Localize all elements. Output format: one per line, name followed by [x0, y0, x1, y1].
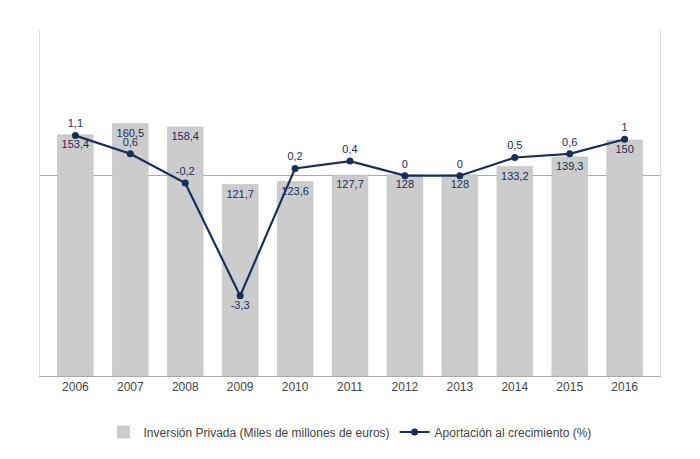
- svg-text:150: 150: [615, 143, 633, 155]
- svg-text:139,3: 139,3: [556, 160, 584, 172]
- svg-text:0: 0: [457, 158, 463, 170]
- svg-text:Inversión Privada (Miles de mi: Inversión Privada (Miles de millones de …: [144, 426, 390, 440]
- svg-text:158,4: 158,4: [171, 130, 199, 142]
- svg-text:2014: 2014: [501, 380, 528, 394]
- svg-text:0: 0: [402, 158, 408, 170]
- svg-text:0,5: 0,5: [507, 139, 522, 151]
- svg-text:2007: 2007: [117, 380, 144, 394]
- svg-text:2016: 2016: [611, 380, 638, 394]
- svg-text:0,6: 0,6: [123, 136, 138, 148]
- svg-text:127,7: 127,7: [336, 178, 364, 190]
- svg-text:2015: 2015: [556, 380, 583, 394]
- svg-text:0,4: 0,4: [342, 143, 357, 155]
- svg-text:-3,3: -3,3: [231, 299, 250, 311]
- svg-text:128: 128: [396, 178, 414, 190]
- svg-text:1: 1: [622, 121, 628, 133]
- svg-text:121,7: 121,7: [226, 188, 254, 200]
- svg-text:128: 128: [451, 178, 469, 190]
- svg-text:-0,2: -0,2: [176, 165, 195, 177]
- svg-text:1,1: 1,1: [68, 117, 83, 129]
- svg-text:153,4: 153,4: [62, 138, 90, 150]
- svg-text:0,6: 0,6: [562, 136, 577, 148]
- svg-text:123,6: 123,6: [281, 185, 309, 197]
- svg-text:2008: 2008: [172, 380, 199, 394]
- svg-text:133,2: 133,2: [501, 170, 529, 182]
- svg-text:2006: 2006: [62, 380, 89, 394]
- svg-text:2012: 2012: [392, 380, 419, 394]
- svg-text:2011: 2011: [337, 380, 363, 394]
- svg-text:Aportación al crecimiento (%): Aportación al crecimiento (%): [435, 426, 592, 440]
- svg-text:2013: 2013: [446, 380, 473, 394]
- svg-text:160,5: 160,5: [117, 127, 145, 139]
- svg-text:2009: 2009: [227, 380, 254, 394]
- svg-text:0,2: 0,2: [287, 150, 302, 162]
- svg-text:2010: 2010: [282, 380, 309, 394]
